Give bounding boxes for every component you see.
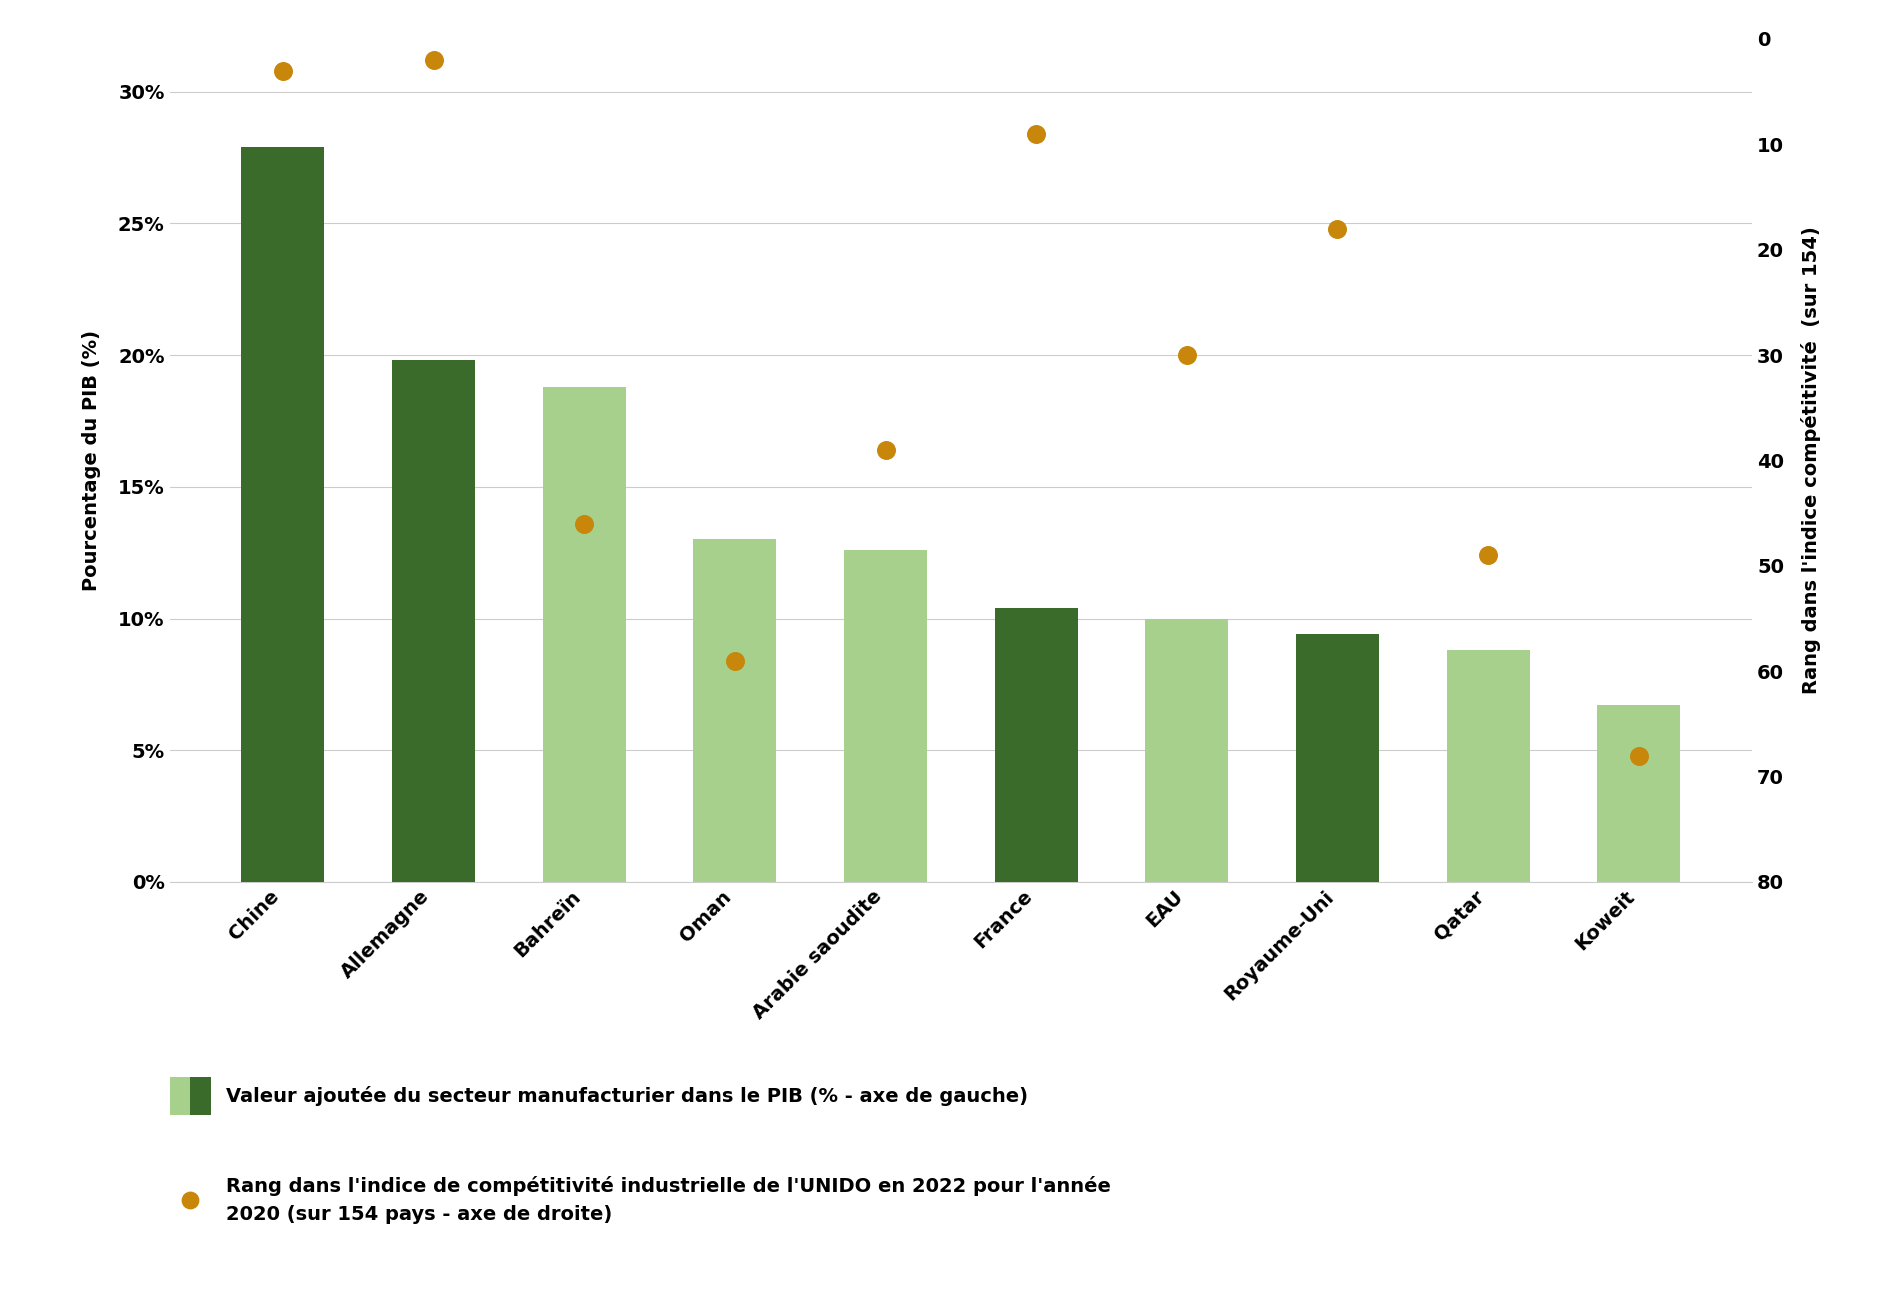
Point — [870, 440, 901, 460]
Point — [1021, 123, 1051, 144]
Y-axis label: Pourcentage du PIB (%): Pourcentage du PIB (%) — [83, 329, 102, 591]
Bar — [241, 147, 324, 882]
Bar — [1598, 706, 1681, 882]
Bar — [1447, 650, 1530, 882]
Text: Rang dans l'indice de compétitivité industrielle de l'UNIDO en 2022 pour l'année: Rang dans l'indice de compétitivité indu… — [226, 1175, 1112, 1224]
Bar — [844, 550, 927, 882]
Bar — [392, 361, 475, 882]
Point — [175, 1189, 205, 1210]
Point — [1473, 545, 1503, 565]
Point — [1172, 345, 1202, 366]
Bar — [1145, 619, 1228, 882]
Y-axis label: Rang dans l'indice compétitivité  (sur 154): Rang dans l'indice compétitivité (sur 15… — [1801, 227, 1820, 694]
Point — [268, 60, 298, 80]
Bar — [543, 387, 625, 882]
Point — [720, 650, 750, 671]
Bar — [170, 1077, 190, 1115]
Point — [569, 514, 599, 534]
Point — [1624, 744, 1654, 765]
Bar — [190, 1077, 211, 1115]
Bar — [693, 540, 776, 882]
Point — [418, 49, 448, 70]
Point — [1323, 218, 1353, 239]
Text: Valeur ajoutée du secteur manufacturier dans le PIB (% - axe de gauche): Valeur ajoutée du secteur manufacturier … — [226, 1086, 1029, 1106]
Bar — [1296, 634, 1379, 882]
Bar — [995, 608, 1078, 882]
